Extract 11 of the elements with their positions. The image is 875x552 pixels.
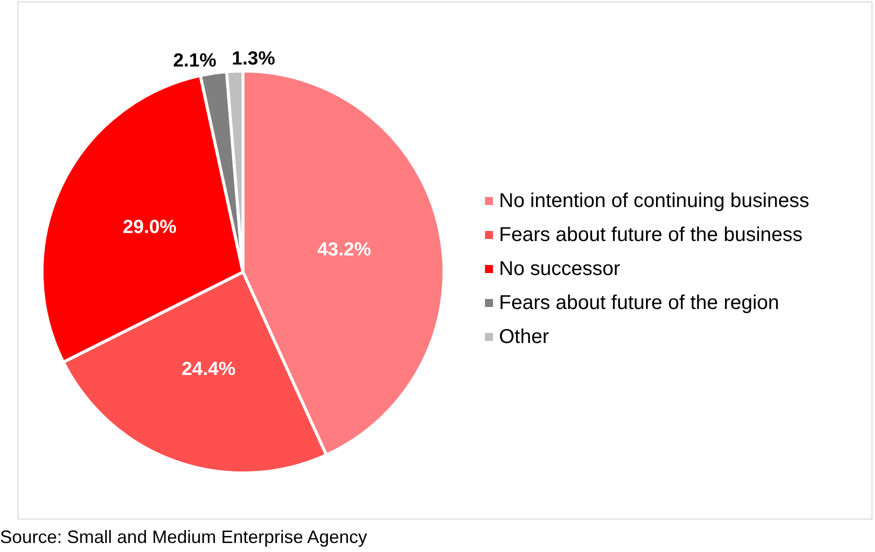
legend-label: Other: [499, 326, 550, 348]
legend-label: Fears about future of the business: [499, 224, 803, 246]
data-label: 43.2%: [317, 240, 372, 261]
data-label: 29.0%: [122, 216, 177, 238]
legend-label: Fears about future of the region: [499, 292, 780, 314]
data-label: 2.1%: [173, 50, 217, 72]
legend-label: No successor: [499, 258, 620, 280]
legend-label: No intention of continuing business: [499, 190, 810, 212]
source-note: Source: Small and Medium Enterprise Agency: [0, 527, 368, 547]
data-label: 1.3%: [232, 48, 276, 70]
data-label: 24.4%: [182, 359, 236, 380]
